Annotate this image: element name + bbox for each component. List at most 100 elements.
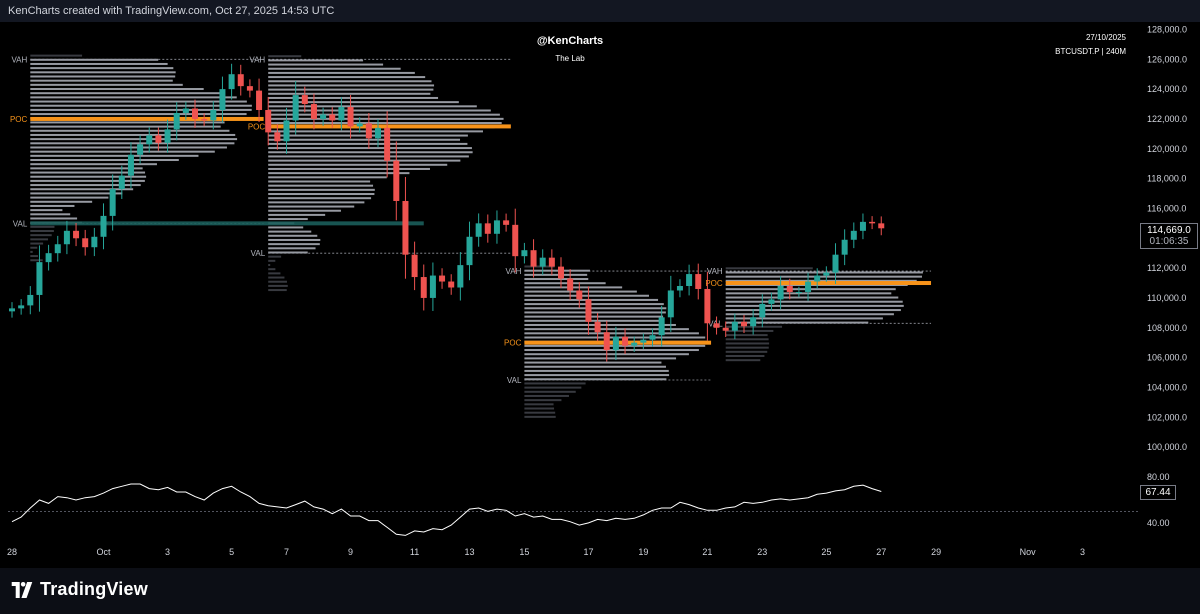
volume-profile-row [268,113,500,116]
price-tick-label: 100,000.0 [1147,442,1187,452]
candle-body [173,112,180,130]
volume-profile-row [268,251,308,254]
volume-profile-row [268,218,308,221]
volume-profile-row [268,238,321,241]
volume-profile-row [524,332,699,335]
volume-profile-row [725,313,894,316]
volume-profile-row [30,108,252,111]
volume-profile-row [268,247,316,250]
volume-profile-row [268,289,287,292]
price-tick-label: 128,000.0 [1147,24,1187,34]
time-tick-label: 28 [7,547,17,557]
candle-body [448,281,455,288]
volume-profile-row [268,71,415,74]
price-tick-label: 120,000.0 [1147,144,1187,154]
volume-profile-row [30,67,174,70]
volume-profile-row [268,284,288,287]
volume-profile-row [725,300,903,303]
volume-profile-row [30,159,179,162]
candle-body [118,175,125,190]
volume-profile-row [268,88,434,91]
time-tick-label: 21 [702,547,712,557]
candle-body [365,123,372,139]
poc-bar [30,116,264,121]
volume-profile-row [30,250,33,253]
volume-profile-row [268,138,461,141]
volume-profile-row [268,184,374,187]
candle-body [265,110,272,133]
volume-profile-row [268,101,459,104]
candle-body [512,224,519,257]
time-tick-label: 3 [1080,547,1085,557]
volume-profile-row [30,100,247,103]
candle-body [45,253,52,263]
volume-profile-row [268,63,384,66]
volume-profile-row [524,282,606,285]
footer-bar [0,568,1200,614]
price-tick-label: 102,000.0 [1147,412,1187,422]
time-tick-label: 13 [464,547,474,557]
volume-profile-row [30,138,238,141]
volume-profile-row [725,317,883,320]
candle-body [375,127,381,139]
candle-body [210,110,217,121]
top-bar: KenCharts created with TradingView.com, … [0,0,1200,22]
candle-body [704,288,711,324]
volume-profile-row [268,213,326,216]
candle-body [686,274,693,286]
time-tick-label: 3 [165,547,170,557]
candle-body [137,144,144,155]
tradingview-wordmark: TradingView [40,579,148,599]
candle-body [731,321,738,331]
oscillator-value: 67.44 [1145,487,1171,498]
volume-profile-row [30,255,38,258]
volume-profile-row [30,225,55,228]
tradingview-logo[interactable]: TradingView [10,579,148,600]
volume-profile-row [30,125,221,128]
poc-bar [268,124,511,129]
price-tick-label: 108,000.0 [1147,323,1187,333]
candle-body [475,223,482,237]
volume-profile-row [30,246,38,249]
candle-body [320,114,327,119]
volume-profile-row [524,265,555,268]
candle-body [82,238,89,248]
volume-profile-row [30,200,93,203]
volume-profile-row [268,272,281,275]
candle-body [814,275,821,282]
oscillator-tick-label: 40.00 [1147,518,1170,528]
volume-profile-row [30,133,236,136]
candle-body [795,291,802,293]
volume-profile-row [30,96,237,99]
candle-body [741,321,747,327]
candle-body [576,290,583,300]
vah-label: VAH [506,267,522,276]
volume-profile-row [524,307,667,310]
time-tick-label: 25 [821,547,831,557]
volume-profile-row [268,276,285,279]
volume-profile-row [524,319,661,322]
volume-profile-row [524,278,589,281]
candle-body [402,200,409,255]
candle-body [146,135,153,145]
volume-profile-row [30,58,159,61]
price-chart[interactable]: VAHPOCVALVAHPOCVALVAHPOCVALVAHPOCVAL128,… [0,0,1200,568]
candle-body [73,230,80,239]
volume-profile-row [30,192,123,195]
vah-label: VAH [249,55,265,64]
candle-body [667,290,674,318]
volume-profile-row [524,303,664,306]
volume-profile-row [268,117,504,120]
candle-body [695,274,702,289]
candle-body [384,127,391,161]
price-tick-label: 126,000.0 [1147,54,1187,64]
val-label: VAL [13,219,28,228]
volume-profile-row [524,357,677,360]
volume-profile-row [30,92,223,95]
volume-profile-row [268,234,318,237]
poc-label: POC [504,339,522,348]
volume-profile-row [268,268,276,271]
volume-profile-row [268,159,461,162]
candle-body [393,160,400,201]
volume-profile-row [268,155,469,158]
